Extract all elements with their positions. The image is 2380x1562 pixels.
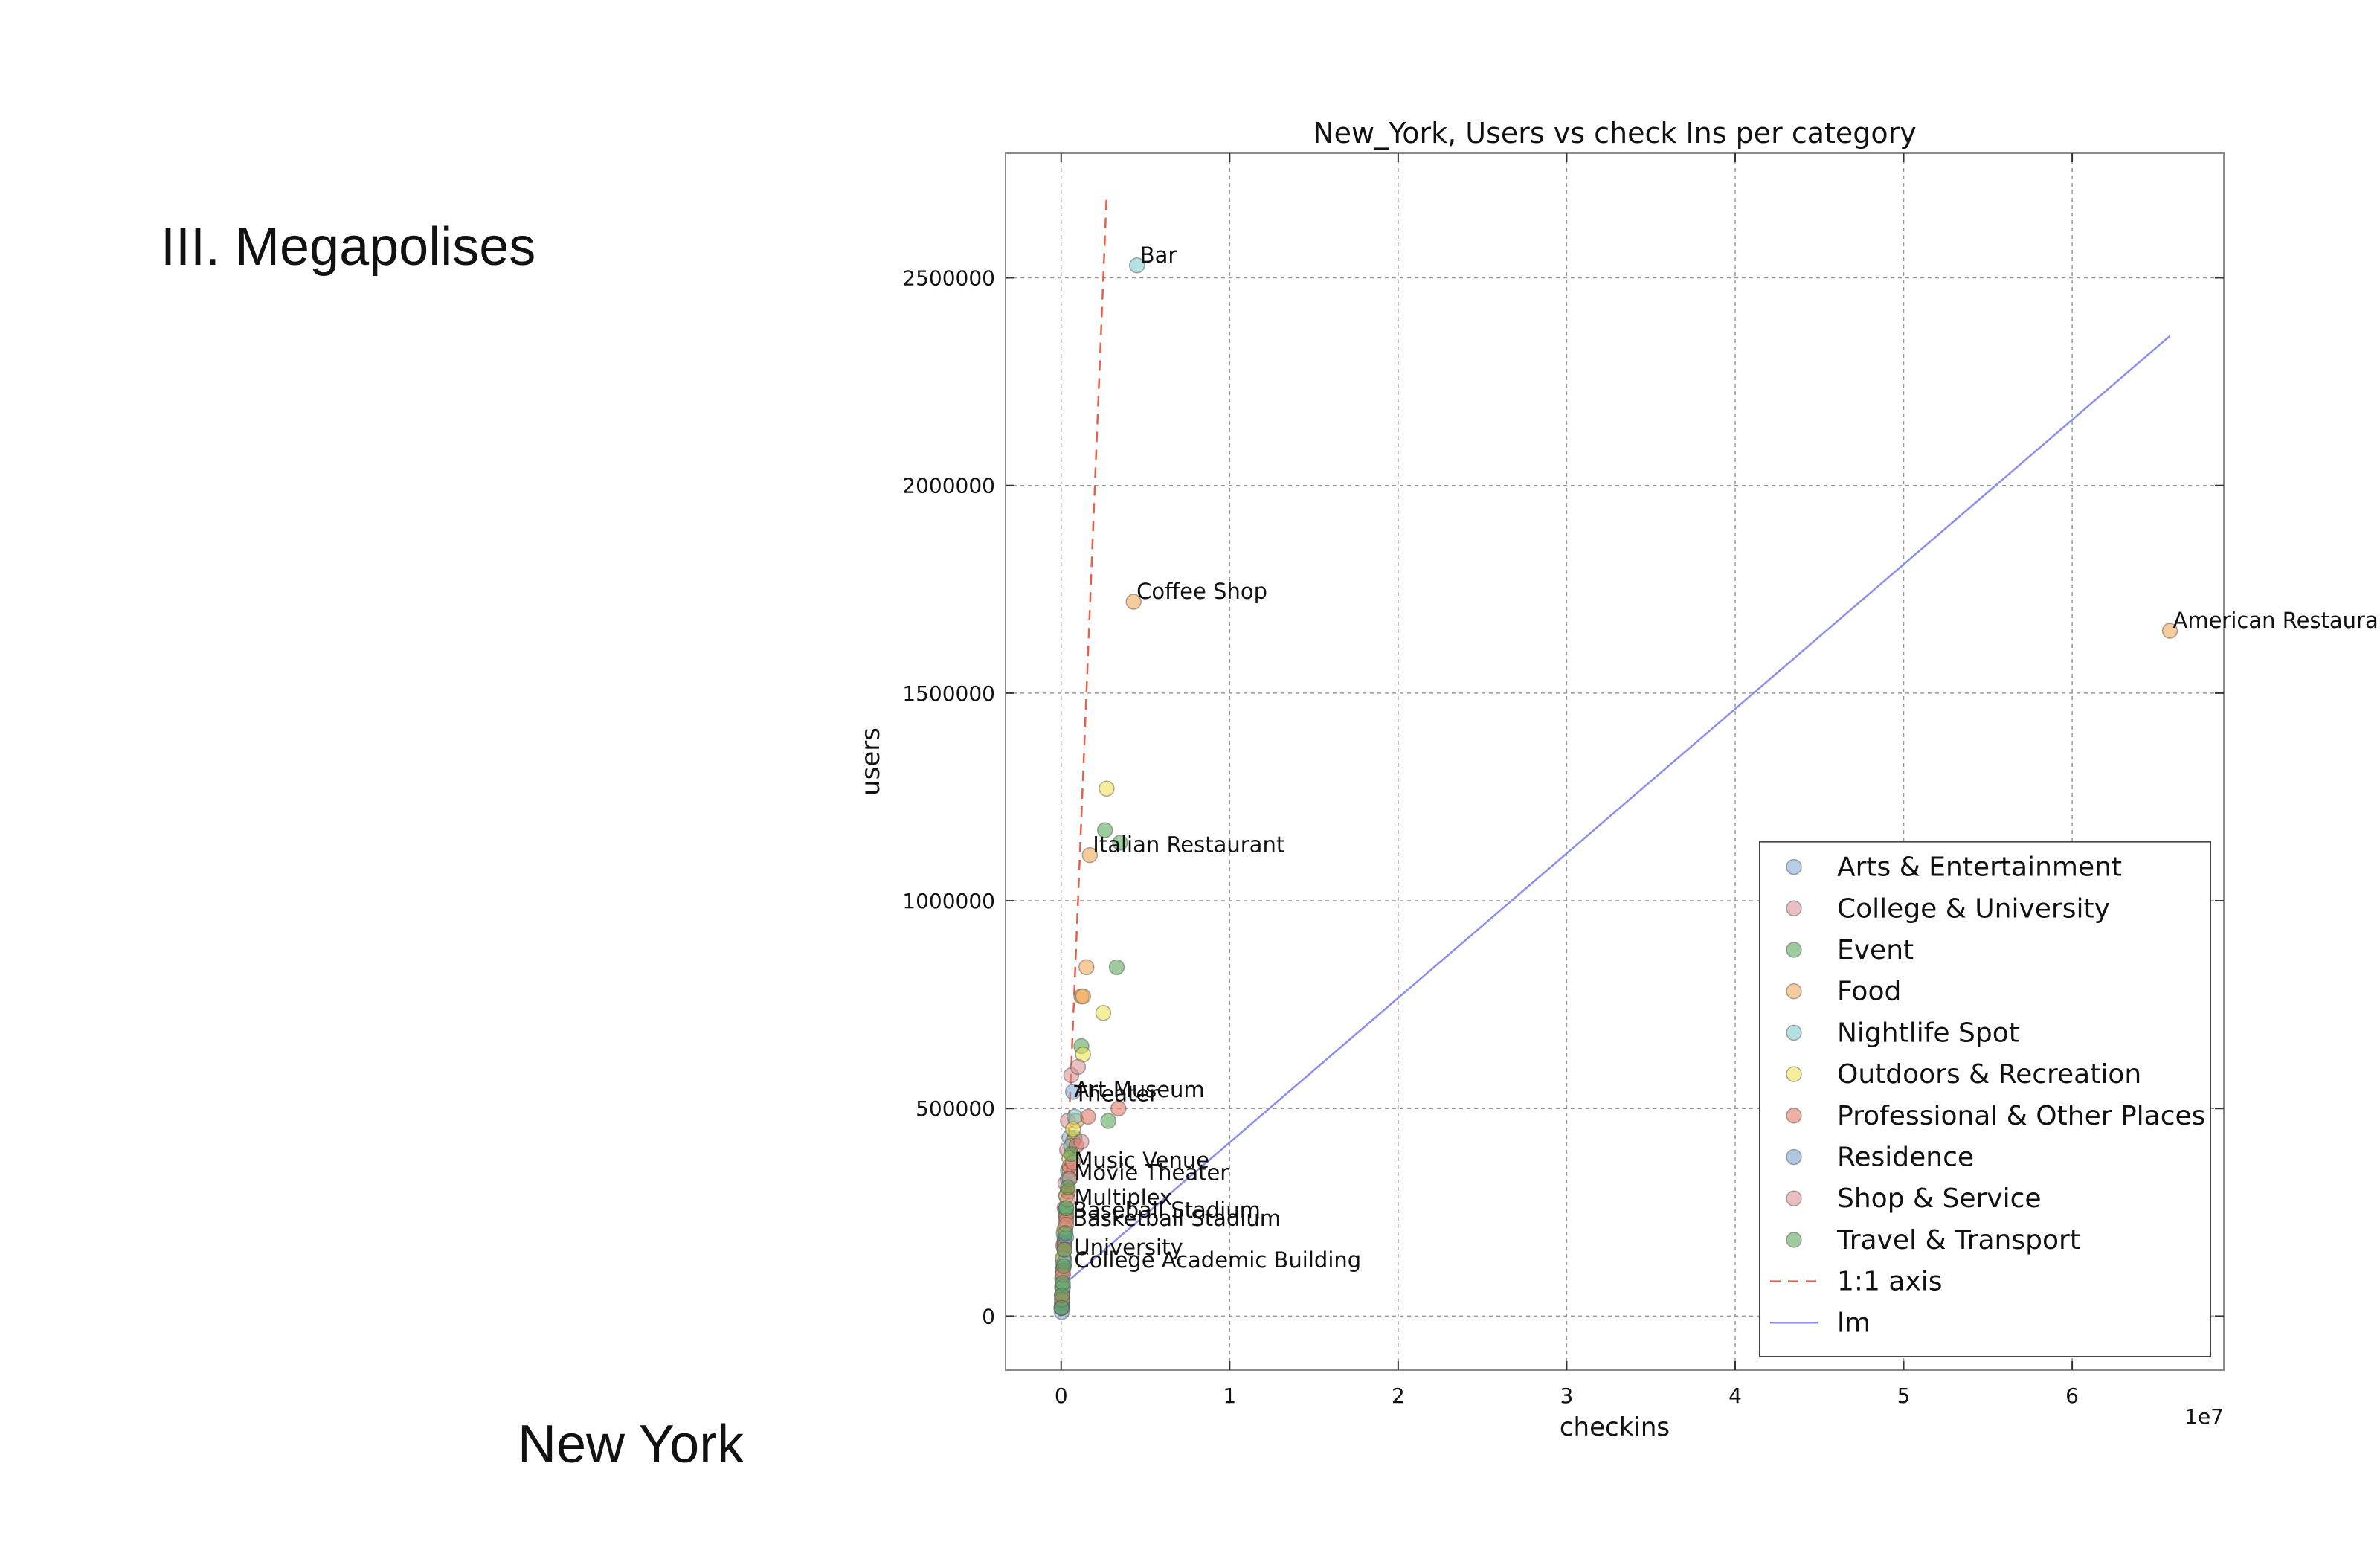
legend-marker <box>1786 983 1802 1000</box>
legend-label: Arts & Entertainment <box>1837 852 2122 883</box>
point-annotation: College Academic Building <box>1074 1247 1361 1273</box>
label-layer: Bar Coffee Shop American Restaurant Italian… <box>1072 242 2380 1273</box>
legend-marker <box>1786 942 1802 958</box>
data-point <box>1099 780 1115 797</box>
data-point <box>1075 988 1091 1005</box>
legend-box <box>1759 841 2211 1357</box>
legend-label: Nightlife Spot <box>1837 1018 2019 1048</box>
slide-caption: New York <box>518 1415 744 1474</box>
point-annotation: American Restaurant <box>2173 608 2380 633</box>
point-annotation: Basketball Stadium <box>1072 1206 1281 1231</box>
data-point <box>1080 1108 1096 1125</box>
x-tick-label: 2 <box>1392 1383 1405 1408</box>
legend: Arts & Entertainment College & University… <box>1759 841 2211 1357</box>
data-point <box>1128 257 1145 274</box>
legend-label: Travel & Transport <box>1836 1225 2080 1256</box>
legend-label: College & University <box>1837 893 2110 924</box>
data-point <box>1095 1005 1112 1021</box>
x-tick-label: 1 <box>1223 1383 1236 1408</box>
x-tick-label: 0 <box>1055 1383 1068 1408</box>
slide-heading: III. Megapolises <box>161 217 536 277</box>
point-annotation: Italian Restaurant <box>1093 832 1284 858</box>
reference-line <box>1060 335 2171 1288</box>
data-point <box>1100 1113 1116 1129</box>
plot-frame <box>1005 152 2225 1371</box>
legend-label: Food <box>1837 977 1901 1007</box>
legend-marker <box>1786 900 1802 917</box>
point-annotation: Coffee Shop <box>1136 579 1267 604</box>
data-point <box>1057 1224 1074 1241</box>
data-point <box>1056 1241 1073 1258</box>
data-point <box>1055 1258 1072 1275</box>
data-point <box>1078 959 1095 976</box>
x-tick-label: 4 <box>1728 1383 1742 1408</box>
point-layer <box>1053 257 2178 1320</box>
legend-label: Event <box>1837 935 1914 965</box>
point-annotation: University <box>1074 1235 1183 1260</box>
point-annotation: Music Venue <box>1074 1148 1209 1173</box>
legend-label: Shop & Service <box>1837 1183 2042 1214</box>
data-point <box>1073 1134 1090 1150</box>
data-point <box>1081 846 1099 864</box>
legend-label: Residence <box>1837 1142 1974 1173</box>
data-point <box>1063 1145 1080 1163</box>
x-tick-label: 3 <box>1560 1383 1574 1408</box>
data-point <box>1110 1100 1127 1116</box>
data-point <box>1112 835 1128 851</box>
data-point <box>2161 623 2178 639</box>
data-point <box>1058 1200 1075 1216</box>
point-annotation: Bar <box>1140 242 1177 268</box>
legend-label: Professional & Other Places <box>1837 1101 2205 1131</box>
y-axis-label: users <box>856 727 886 796</box>
data-point <box>1064 1084 1081 1100</box>
legend-marker <box>1786 1232 1802 1248</box>
legend-marker <box>1786 1066 1802 1082</box>
legend-marker <box>1786 1024 1802 1041</box>
data-point <box>1053 1299 1070 1316</box>
y-tick-label: 1500000 <box>902 681 995 706</box>
x-axis-label: checkins <box>1560 1412 1670 1442</box>
data-point <box>1070 1058 1087 1076</box>
legend-marker <box>1786 1190 1802 1206</box>
x-offset-label: 1e7 <box>2184 1404 2224 1429</box>
point-annotation: Art Museum <box>1074 1077 1204 1102</box>
x-tick-label: 6 <box>2065 1383 2079 1408</box>
data-point <box>1064 1121 1081 1137</box>
legend-label: 1:1 axis <box>1837 1267 1943 1297</box>
legend-label: lm <box>1837 1308 1871 1338</box>
x-tick-label: 5 <box>1897 1383 1911 1408</box>
point-annotation: Multiplex <box>1074 1185 1172 1210</box>
point-annotation: Theater <box>1073 1081 1158 1107</box>
data-point <box>1060 1179 1076 1196</box>
y-tick-label: 500000 <box>916 1096 995 1121</box>
legend-marker <box>1786 1148 1802 1166</box>
point-annotation: Movie Theater <box>1074 1160 1229 1186</box>
tick-layer: 0 1 2 3 4 5 6 0 500000 1000000 1500000 2000000 25000… <box>902 153 2224 1408</box>
chart-title: New_York, Users vs check Ins per categor… <box>1313 117 1917 150</box>
data-point <box>1096 822 1113 838</box>
y-tick-label: 0 <box>982 1304 995 1328</box>
legend-marker <box>1786 1108 1802 1124</box>
legend-label: Outdoors & Recreation <box>1837 1059 2141 1090</box>
legend-marker <box>1786 858 1802 875</box>
y-tick-label: 2500000 <box>902 266 995 291</box>
y-tick-label: 2000000 <box>902 474 995 498</box>
y-tick-label: 1000000 <box>902 889 995 913</box>
point-annotation: Baseball Stadium <box>1072 1198 1261 1223</box>
data-point <box>1125 594 1142 610</box>
data-point <box>1108 959 1125 976</box>
